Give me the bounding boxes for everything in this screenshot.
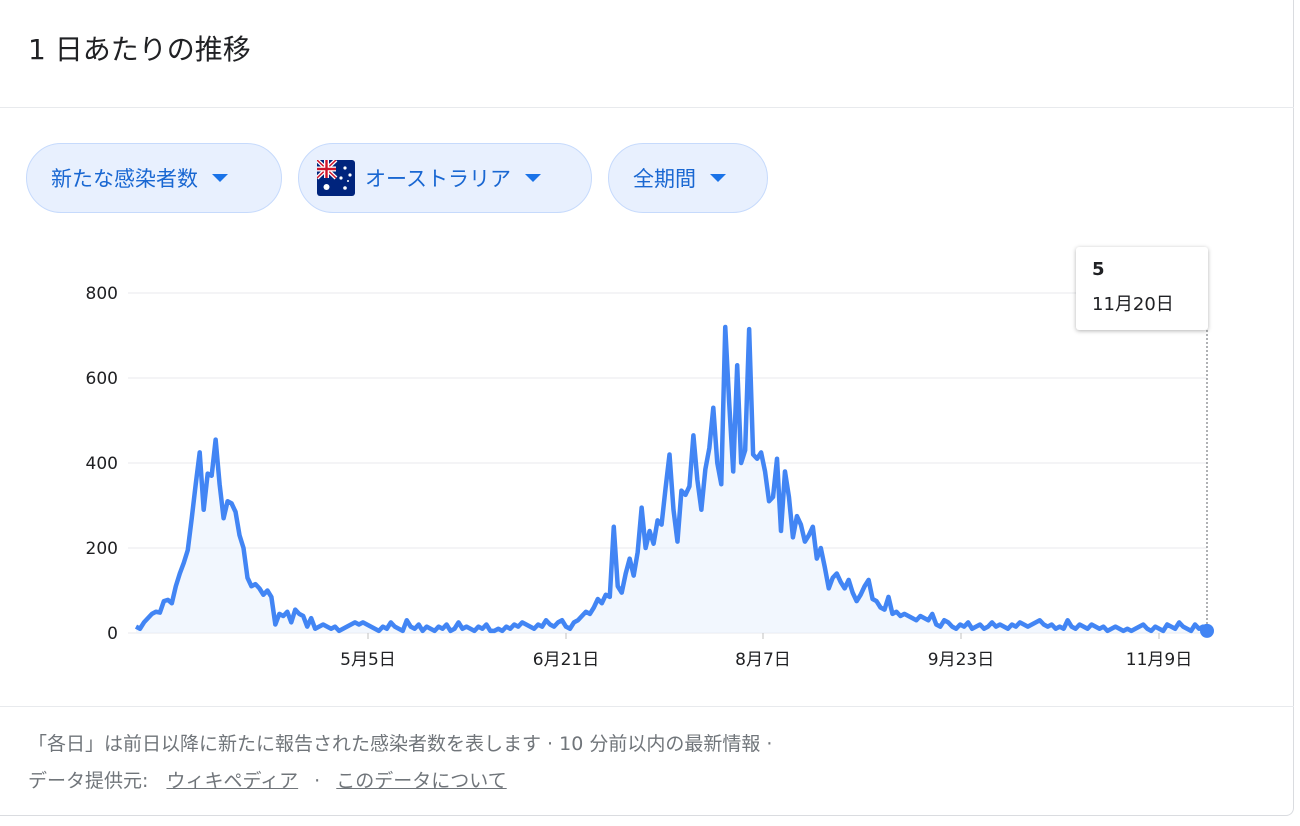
x-tick-label: 6月21日 bbox=[533, 650, 599, 670]
series-line bbox=[134, 324, 1209, 634]
period-dropdown[interactable]: 全期間 bbox=[608, 143, 768, 213]
page-title: 1 日あたりの推移 bbox=[28, 33, 251, 66]
region-dropdown-label: オーストラリア bbox=[365, 167, 511, 191]
caret-down-icon bbox=[710, 174, 726, 182]
footer-divider bbox=[0, 706, 1294, 707]
separator: · bbox=[314, 770, 321, 792]
x-tick-label: 9月23日 bbox=[928, 650, 994, 670]
tooltip-date: 11月20日 bbox=[1092, 294, 1174, 315]
source-label: データ提供元: bbox=[28, 770, 149, 792]
footer: 「各日」は前日以降に新たに報告された感染者数を表します · 10 分前以内の最新… bbox=[28, 726, 772, 800]
x-axis-ticks: 5月5日 6月21日 8月7日 9月23日 11月9日 bbox=[340, 633, 1192, 670]
footer-note: 「各日」は前日以降に新たに報告された感染者数を表します · 10 分前以内の最新… bbox=[28, 733, 773, 755]
tooltip-value: 5 bbox=[1092, 259, 1105, 280]
x-tick-label: 8月7日 bbox=[735, 650, 791, 670]
period-dropdown-label: 全期間 bbox=[633, 167, 696, 191]
x-tick-label: 11月9日 bbox=[1126, 650, 1192, 670]
hover-point bbox=[1200, 623, 1214, 638]
x-tick-label: 5月5日 bbox=[340, 650, 396, 670]
about-data-link[interactable]: このデータについて bbox=[336, 770, 507, 792]
y-tick-label: 800 bbox=[86, 284, 118, 304]
y-tick-label: 0 bbox=[107, 624, 118, 644]
series-area bbox=[136, 327, 1207, 633]
metric-dropdown-label: 新たな感染者数 bbox=[51, 167, 198, 191]
wikipedia-link[interactable]: ウィキペディア bbox=[166, 770, 299, 792]
australia-flag-icon bbox=[317, 160, 355, 196]
caret-down-icon bbox=[524, 174, 541, 182]
metric-dropdown[interactable]: 新たな感染者数 bbox=[26, 143, 282, 213]
caret-down-icon bbox=[212, 174, 228, 182]
y-tick-label: 200 bbox=[86, 539, 118, 559]
y-tick-label: 600 bbox=[86, 369, 118, 389]
footer-source: データ提供元: ウィキペディア · このデータについて bbox=[28, 763, 772, 800]
region-dropdown[interactable]: オーストラリア bbox=[298, 143, 592, 213]
tooltip: 5 11月20日 bbox=[1076, 247, 1208, 330]
header-divider bbox=[0, 107, 1294, 108]
daily-cases-chart[interactable]: 0 200 400 600 800 5月5日 6月21日 8月7日 9月23日 11月9日 bbox=[0, 235, 1294, 685]
y-tick-label: 400 bbox=[86, 454, 118, 474]
y-axis-ticks: 0 200 400 600 800 bbox=[86, 284, 118, 644]
